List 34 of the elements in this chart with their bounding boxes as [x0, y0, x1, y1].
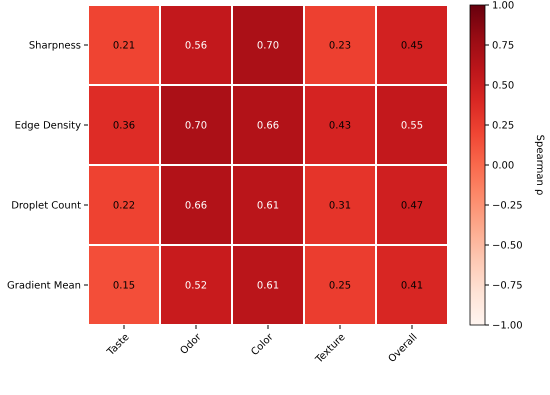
data-label: 0.45	[400, 40, 424, 52]
data-label: 0.70	[256, 40, 280, 52]
data-label: 0.41	[400, 280, 424, 292]
color-bar-label: −0.50	[492, 240, 523, 252]
color-bar-label: 0.75	[492, 40, 514, 52]
data-label: 0.47	[400, 200, 424, 212]
color-bar-label: 0.50	[492, 80, 514, 92]
data-label: 0.22	[112, 200, 136, 212]
color-bar-label: 0.25	[492, 120, 514, 132]
data-label: 0.55	[400, 120, 424, 132]
y-tick-label: Droplet Count	[11, 200, 82, 212]
color-bar-label: −0.25	[492, 200, 523, 212]
data-label: 0.25	[328, 280, 352, 292]
data-label: 0.21	[112, 40, 136, 52]
data-label: 0.56	[184, 40, 208, 52]
data-label: 0.52	[184, 280, 208, 292]
y-tick-label: Gradient Mean	[7, 280, 81, 292]
data-label: 0.43	[328, 120, 352, 132]
data-label: 0.23	[328, 40, 352, 52]
data-label: 0.61	[256, 280, 280, 292]
data-label: 0.31	[328, 200, 352, 212]
data-label: 0.66	[256, 120, 280, 132]
data-label: 0.66	[184, 200, 208, 212]
data-label: 0.15	[112, 280, 136, 292]
data-label: 0.61	[256, 200, 280, 212]
color-bar-label: −0.75	[492, 280, 523, 292]
data-label: 0.70	[184, 120, 208, 132]
color-bar-label: 1.00	[492, 0, 514, 12]
color-bar-label: 0.00	[492, 160, 514, 172]
y-tick-label: Edge Density	[14, 120, 82, 132]
color-bar-title: Spearman ρ	[534, 134, 545, 196]
color-bar-label: −1.00	[492, 320, 523, 332]
y-tick-label: Sharpness	[28, 40, 81, 52]
data-label: 0.36	[112, 120, 136, 132]
